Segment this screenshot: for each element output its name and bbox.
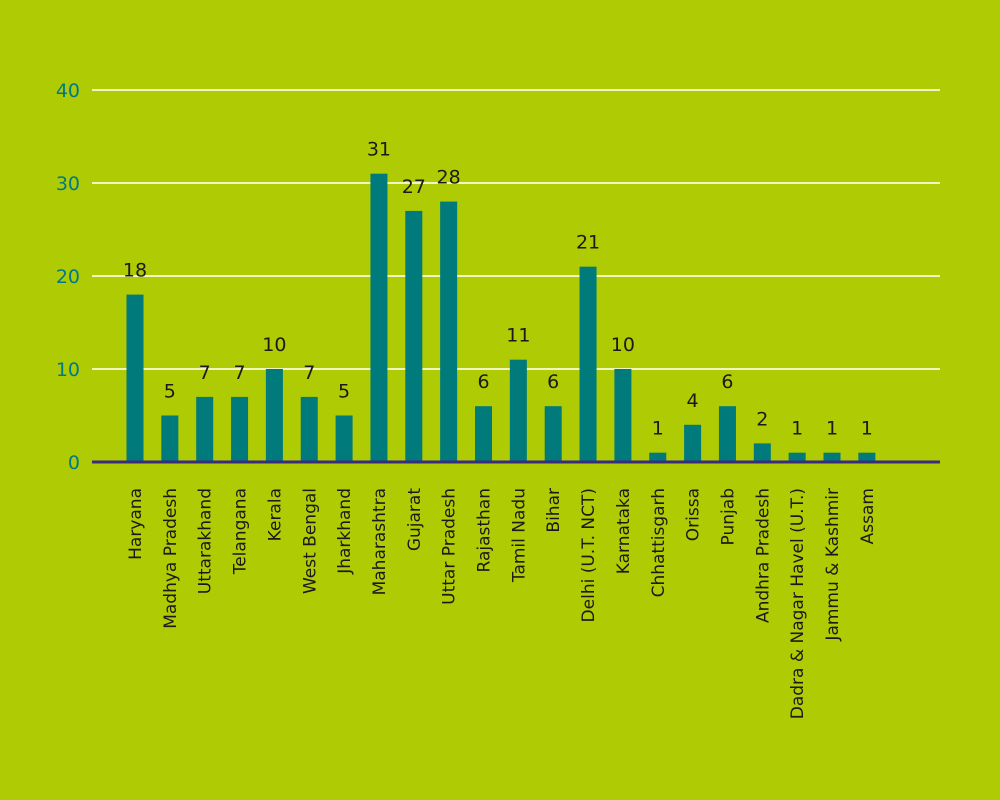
y-tick-label: 30 [56,173,80,195]
x-category-label: Jammu & Kashmir [823,488,843,642]
x-category-label: Punjab [718,488,738,545]
bar [788,452,806,462]
x-category-label: Telangana [231,488,251,575]
bar [684,424,702,462]
bar-value-label: 7 [234,362,246,384]
x-category-label: Uttar Pradesh [440,488,460,605]
bar-value-label: 7 [303,362,315,384]
bar [544,406,562,462]
x-category-label: Jharkhand [335,488,355,575]
x-category-label: Assam [858,488,878,544]
bar-value-label: 10 [262,334,286,356]
bar [265,369,283,462]
bar-value-label: 1 [826,418,838,440]
bar-value-label: 4 [687,390,699,412]
bar-value-label: 5 [164,381,176,403]
bar-value-label: 18 [123,260,147,282]
bar [823,452,841,462]
bar-value-label: 21 [576,232,600,254]
x-category-label: Rajasthan [475,488,495,573]
bar [509,359,527,462]
bar-value-label: 5 [338,381,350,403]
bar [300,396,318,462]
y-tick-label: 20 [56,266,80,288]
bar-value-label: 1 [652,418,664,440]
x-category-label: Tamil Nadu [509,488,529,583]
bar-value-label: 7 [199,362,211,384]
bar-value-label: 31 [367,139,391,161]
bar-value-label: 10 [611,334,635,356]
bar [335,415,353,462]
x-category-label: Delhi (U.T. NCT) [579,488,599,622]
x-category-label: Maharashtra [370,488,390,595]
bar [614,369,632,462]
bar-value-label: 1 [861,418,873,440]
bar [405,210,423,462]
x-category-label: Haryana [126,488,146,560]
bar [126,294,144,462]
bar [579,266,597,462]
x-category-label: Dadra & Nagar Havel (U.T.) [788,488,808,719]
y-tick-label: 40 [56,80,80,102]
x-category-label: Chhattisgarh [649,488,669,597]
x-category-label: Andhra Pradesh [753,488,773,623]
bar-value-label: 2 [756,408,768,430]
y-tick-label: 10 [56,359,80,381]
x-category-label: Kerala [265,488,285,541]
bar [370,173,388,462]
bar-value-label: 6 [547,371,559,393]
x-category-label: Gujarat [405,488,425,551]
x-category-label: Bihar [544,488,564,533]
bar [475,406,492,462]
bar-value-label: 6 [477,371,489,393]
bar [858,452,876,462]
bars [126,173,876,462]
x-category-label: Uttarakhand [196,488,216,594]
bar [440,201,458,462]
bar [161,415,179,462]
y-tick-label: 0 [68,452,80,474]
x-category-label: Orissa [684,488,704,541]
bar-value-label: 27 [402,176,426,198]
bar [649,452,667,462]
bar-value-label: 6 [721,371,733,393]
y-axis-tick-labels: 0 10 20 30 40 [56,80,80,474]
bar-value-label: 11 [506,325,530,347]
bar [753,443,771,462]
bar [196,396,214,462]
bar [718,406,736,462]
x-category-label: Madhya Pradesh [161,488,181,629]
bar-value-label: 28 [437,167,461,189]
x-category-label: Karnataka [614,488,634,574]
bar-value-label: 1 [791,418,803,440]
x-category-label: West Bengal [300,488,320,594]
x-axis-category-labels: Haryana Madhya Pradesh Uttarakhand Telangan… [126,488,878,720]
bar [231,396,249,462]
